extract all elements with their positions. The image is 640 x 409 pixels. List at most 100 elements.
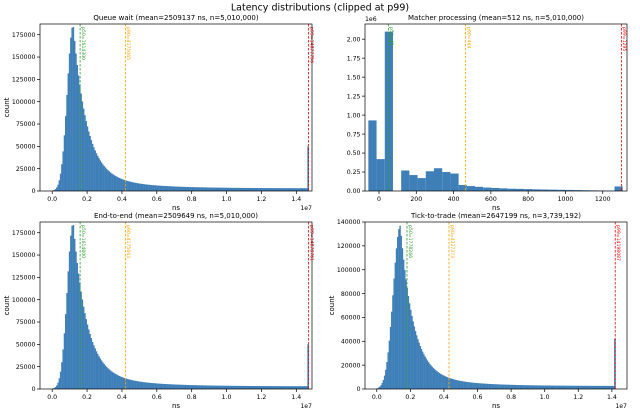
hist-bar: [239, 385, 241, 389]
hist-bar: [557, 189, 566, 191]
hist-bar: [425, 171, 434, 191]
hist-bar: [189, 385, 191, 389]
hist-bar: [433, 369, 436, 389]
hist-bar: [470, 382, 473, 389]
hist-bar: [269, 386, 272, 389]
hist-bar: [452, 379, 455, 389]
hist-bar: [248, 187, 250, 191]
hist-bar: [81, 299, 84, 389]
hist-bar: [146, 184, 149, 191]
y-axis-label: count: [328, 295, 336, 315]
hist-bar: [499, 188, 508, 191]
hist-bar: [422, 351, 424, 389]
hist-bar: [134, 380, 136, 389]
hist-bar: [430, 365, 432, 389]
hist-bar: [240, 187, 242, 191]
hist-bar: [263, 188, 265, 191]
y-tick-label: 140000: [337, 219, 361, 226]
hist-bar: [466, 381, 468, 389]
hist-bar: [180, 384, 182, 389]
hist-bar: [117, 177, 119, 191]
hist-bar: [137, 381, 140, 389]
hist-bar: [258, 188, 260, 191]
hist-bar: [455, 379, 457, 389]
hist-bar: [136, 183, 139, 191]
p90-label: p90=4175065: [125, 27, 131, 60]
hist-bar: [580, 385, 582, 389]
hist-bar: [67, 271, 70, 389]
hist-bar: [271, 188, 273, 191]
hist-bar: [232, 187, 235, 191]
hist-bar: [113, 175, 116, 191]
hist-bar: [552, 385, 555, 389]
hist-bar: [172, 186, 174, 191]
hist-bar: [404, 269, 406, 389]
hist-bar: [303, 386, 305, 389]
x-tick-label: 1.2: [257, 196, 267, 203]
hist-bar: [85, 319, 87, 389]
hist-bar: [273, 386, 276, 389]
hist-bar: [204, 187, 206, 191]
hist-bar: [123, 378, 126, 389]
hist-bar: [111, 173, 113, 191]
hist-bar: [160, 383, 163, 389]
hist-bar: [218, 187, 221, 191]
panel-title: Matcher processing (mean=512 ns, n=5,010…: [408, 14, 584, 22]
hist-bar: [525, 385, 527, 389]
hist-bar: [377, 387, 380, 389]
p99-label: p99=14198087: [615, 225, 621, 261]
hist-bar: [242, 187, 245, 191]
hist-bar: [464, 381, 467, 389]
hist-bar: [280, 386, 282, 389]
hist-bar: [94, 348, 96, 389]
hist-bar: [203, 385, 205, 389]
hist-bar: [216, 187, 218, 191]
hist-bar: [522, 385, 524, 389]
hist-bar: [152, 185, 154, 191]
hist-bar: [272, 386, 274, 389]
hist-bar: [389, 326, 392, 389]
hist-bar: [189, 187, 191, 191]
hist-bar: [61, 164, 63, 191]
hist-bar: [297, 188, 300, 191]
hist-bar: [148, 382, 150, 389]
x-tick-label: 0.8: [187, 196, 197, 203]
hist-bar: [120, 178, 122, 191]
hist-bar: [472, 382, 474, 389]
hist-bar: [190, 385, 192, 389]
hist-bar: [254, 188, 256, 191]
hist-bar: [568, 385, 570, 389]
hist-bar: [595, 385, 598, 389]
hist-bar: [210, 385, 213, 389]
hist-bar: [401, 170, 410, 191]
hist-bar: [80, 93, 82, 191]
hist-bar: [208, 385, 210, 389]
hist-bar: [84, 115, 86, 191]
hist-bar: [427, 362, 430, 389]
hist-bar: [214, 187, 217, 191]
y-tick-label: 125000: [12, 77, 36, 84]
hist-bar: [454, 379, 456, 389]
hist-bar: [491, 384, 493, 389]
hist-bar: [105, 366, 108, 389]
x-offset-text: 1e7: [300, 205, 312, 212]
hist-bar: [62, 151, 64, 191]
x-tick-label: 0.8: [506, 394, 516, 401]
hist-bar: [149, 382, 151, 389]
hist-bar: [53, 388, 55, 389]
hist-bar: [457, 380, 460, 389]
hist-bar: [85, 121, 87, 191]
hist-bar: [282, 188, 285, 191]
hist-bar: [264, 188, 267, 191]
hist-bar: [200, 187, 203, 191]
hist-bar: [159, 185, 162, 191]
hist-bar: [304, 188, 306, 191]
hist-bar: [480, 383, 482, 389]
hist-bar: [204, 385, 206, 389]
hist-bar: [76, 64, 79, 191]
hist-bar: [104, 365, 107, 389]
hist-bar: [200, 385, 203, 389]
hist-bar: [120, 376, 122, 389]
axes-frame: [364, 23, 628, 192]
hist-bar: [267, 188, 269, 191]
